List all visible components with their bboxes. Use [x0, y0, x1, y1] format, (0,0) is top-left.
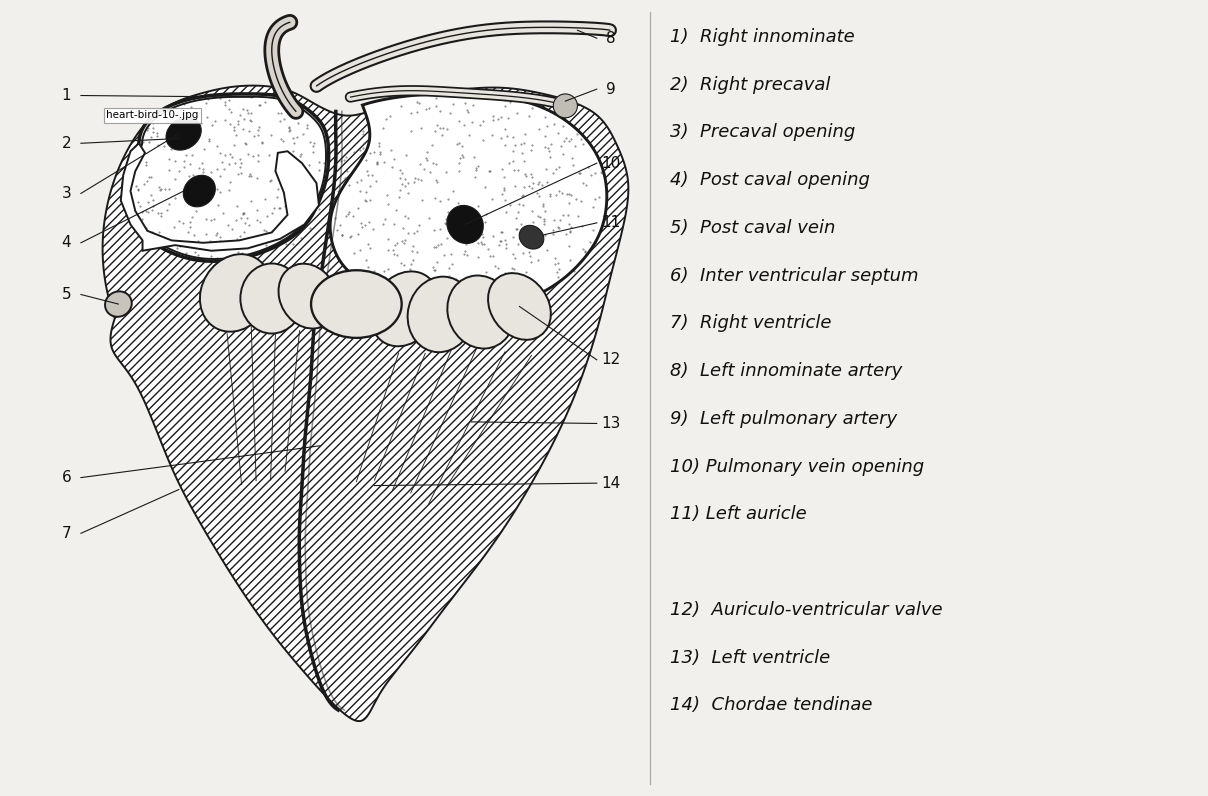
Text: heart-bird-10-.jpg: heart-bird-10-.jpg [106, 111, 198, 120]
Text: 7)  Right ventricle: 7) Right ventricle [670, 314, 832, 333]
Polygon shape [121, 143, 319, 251]
Ellipse shape [447, 275, 515, 349]
Text: 9)  Left pulmonary artery: 9) Left pulmonary artery [670, 410, 898, 428]
Polygon shape [103, 86, 628, 721]
Text: 1: 1 [62, 88, 71, 103]
Text: 9: 9 [606, 82, 616, 96]
Text: 5: 5 [62, 287, 71, 302]
Ellipse shape [165, 117, 202, 150]
Text: 11: 11 [602, 216, 621, 230]
Text: 2)  Right precaval: 2) Right precaval [670, 76, 831, 94]
Text: 14)  Chordae tendinae: 14) Chordae tendinae [670, 696, 873, 715]
Polygon shape [103, 86, 628, 721]
Ellipse shape [240, 263, 303, 334]
Text: 13)  Left ventricle: 13) Left ventricle [670, 649, 831, 667]
Text: 6: 6 [62, 470, 71, 485]
Text: 12)  Auriculo-ventricular valve: 12) Auriculo-ventricular valve [670, 601, 943, 619]
Text: 6)  Inter ventricular septum: 6) Inter ventricular septum [670, 267, 919, 285]
Ellipse shape [199, 254, 272, 332]
Text: 8: 8 [606, 31, 616, 45]
Ellipse shape [184, 175, 215, 207]
Text: 2: 2 [62, 136, 71, 150]
Text: 4)  Post caval opening: 4) Post caval opening [670, 171, 870, 189]
Text: 10: 10 [602, 156, 621, 170]
Text: 3)  Precaval opening: 3) Precaval opening [670, 123, 855, 142]
Ellipse shape [553, 94, 577, 118]
Text: 4: 4 [62, 236, 71, 250]
Text: 7: 7 [62, 526, 71, 540]
Text: 12: 12 [602, 353, 621, 367]
Ellipse shape [407, 277, 475, 352]
Polygon shape [330, 94, 606, 310]
Polygon shape [123, 94, 329, 261]
Text: 5)  Post caval vein: 5) Post caval vein [670, 219, 836, 237]
Ellipse shape [371, 271, 439, 346]
Text: 1)  Right innominate: 1) Right innominate [670, 28, 855, 46]
Text: 3: 3 [62, 186, 71, 201]
Ellipse shape [519, 225, 544, 249]
Text: 14: 14 [602, 476, 621, 490]
Ellipse shape [105, 291, 132, 317]
Text: 8)  Left innominate artery: 8) Left innominate artery [670, 362, 902, 380]
Ellipse shape [310, 270, 401, 338]
Text: 13: 13 [602, 416, 621, 431]
Text: 10) Pulmonary vein opening: 10) Pulmonary vein opening [670, 458, 924, 476]
Ellipse shape [488, 273, 551, 340]
Text: 11) Left auricle: 11) Left auricle [670, 505, 807, 524]
Ellipse shape [279, 263, 337, 329]
Ellipse shape [447, 205, 483, 244]
